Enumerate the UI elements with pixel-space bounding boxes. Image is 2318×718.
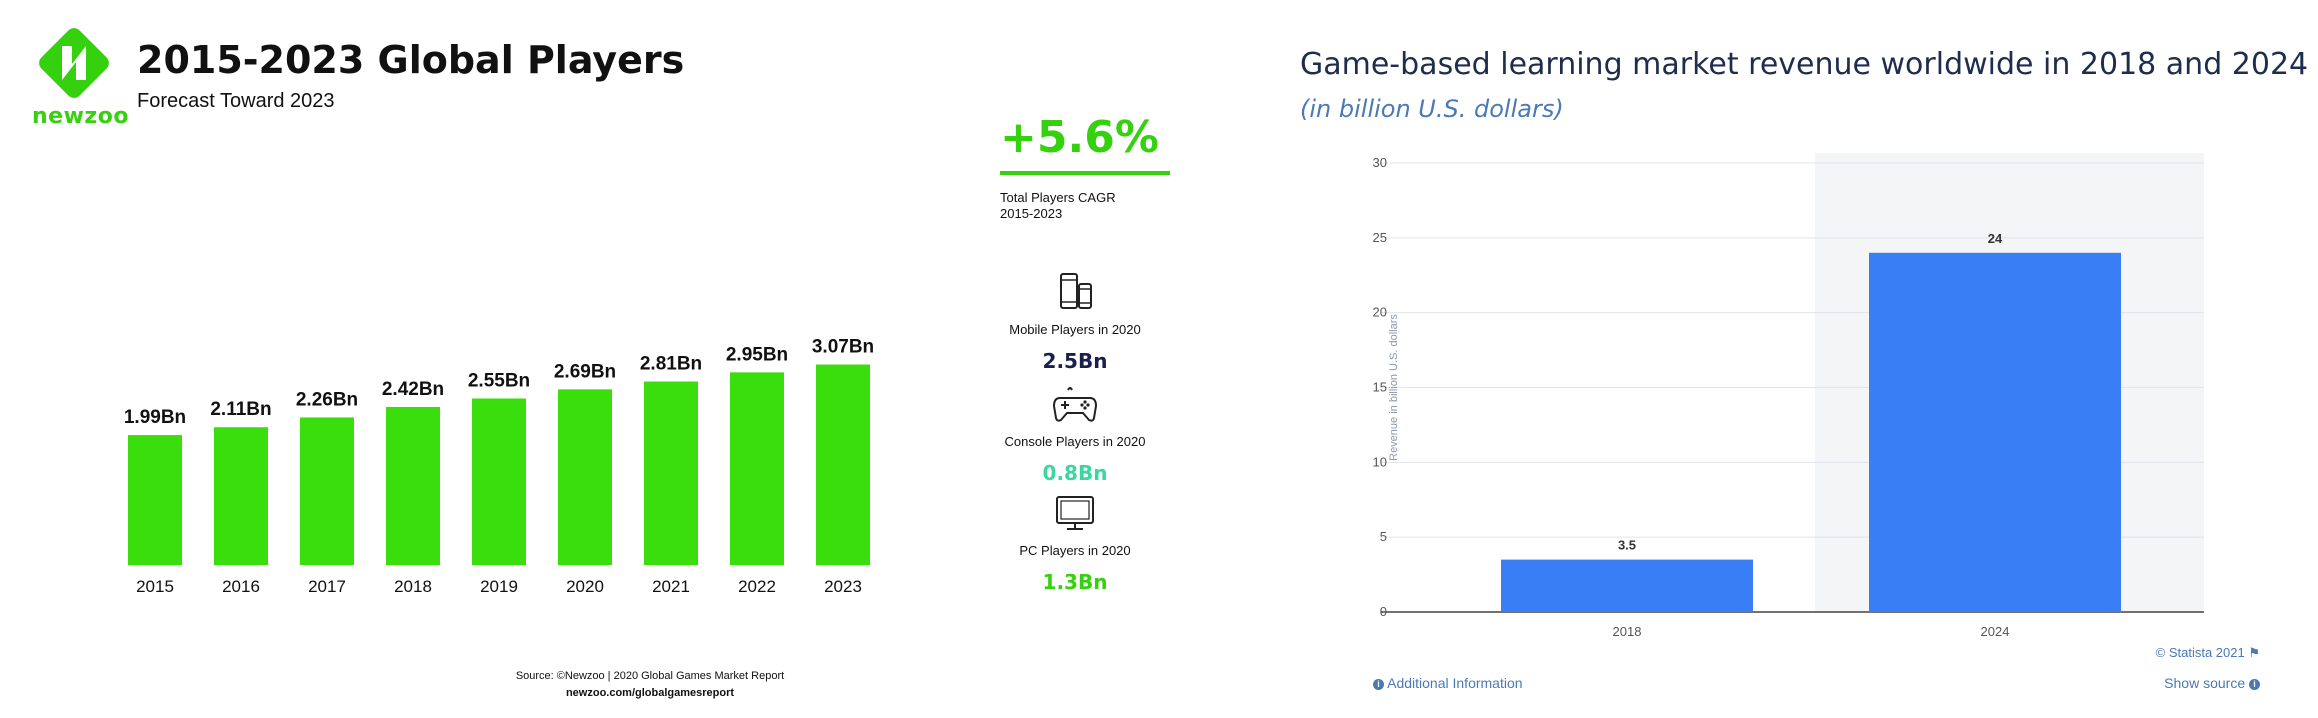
additional-information-link[interactable]: i Additional Information <box>1373 675 1523 691</box>
x-tick-label: 2024 <box>1981 624 2010 639</box>
source-url: newzoo.com/globalgamesreport <box>565 687 735 699</box>
x-tick-label: 2016 <box>222 577 260 596</box>
y-tick-label: 5 <box>1380 529 1387 544</box>
chart-subtitle: Forecast Toward 2023 <box>137 90 335 112</box>
y-tick-label: 15 <box>1373 380 1387 395</box>
cagr-label-line1: Total Players CAGR <box>1000 190 1116 205</box>
cagr-underline <box>1000 171 1170 175</box>
bar <box>816 364 870 565</box>
copyright-text: © Statista 2021 <box>2155 645 2245 660</box>
y-tick-label: 0 <box>1380 604 1387 619</box>
bar <box>730 372 784 565</box>
x-tick-label: 2019 <box>480 577 518 596</box>
console-players-stat: Console Players in 2020 0.8Bn <box>990 380 1160 485</box>
revenue-bar-chart: 0 5 10 15 20 25 30 Revenue in billion U.S. doll… <box>1373 153 2204 639</box>
gamepad-icon <box>990 380 1160 424</box>
y-axis-label: Revenue in billion U.S. dollars <box>1388 314 1400 461</box>
data-label: 2.26Bn <box>296 389 358 410</box>
cagr-label: Total Players CAGR 2015-2023 <box>1000 190 1200 222</box>
statista-panel: Game-based learning market revenue world… <box>1280 0 2318 718</box>
flag-icon: ⚑ <box>2248 645 2260 660</box>
bar <box>386 406 440 565</box>
show-source-link[interactable]: Show source i <box>2164 675 2260 691</box>
mobile-players-label: Mobile Players in 2020 <box>1009 322 1141 337</box>
bar <box>1869 252 2121 613</box>
chart-title: 2015-2023 Global Players <box>137 38 685 82</box>
additional-information-label: Additional Information <box>1387 675 1523 691</box>
newzoo-logo-text: newzoo <box>32 104 129 129</box>
mobile-players-value: 2.5Bn <box>1042 349 1108 373</box>
y-tick-label: 25 <box>1373 230 1387 245</box>
show-source-label: Show source <box>2164 675 2246 691</box>
data-label: 2.11Bn <box>210 399 271 420</box>
x-tick-label: 2015 <box>136 577 174 596</box>
newzoo-logo: newzoo <box>32 24 129 129</box>
x-tick-label: 2023 <box>824 577 862 596</box>
info-icon: i <box>2249 679 2260 690</box>
bar <box>558 389 612 565</box>
x-tick-label: 2018 <box>1613 624 1642 639</box>
y-tick-label: 30 <box>1373 155 1387 170</box>
statista-title: Game-based learning market revenue world… <box>1300 47 2309 82</box>
bar <box>214 427 268 565</box>
x-tick-label: 2022 <box>738 577 776 596</box>
bar <box>1501 559 1753 612</box>
data-label: 2.69Bn <box>554 361 616 382</box>
x-tick-label: 2020 <box>566 577 604 596</box>
source-note: Source: ©Newzoo | 2020 Global Games Mark… <box>450 668 850 702</box>
bar <box>644 381 698 565</box>
data-label: 3.5 <box>1618 538 1636 553</box>
statista-subtitle: (in billion U.S. dollars) <box>1300 95 1564 123</box>
data-label: 2.42Bn <box>382 379 444 400</box>
data-label: 2.81Bn <box>640 354 702 375</box>
data-label: 3.07Bn <box>812 337 874 358</box>
cagr-value: +5.6% <box>1000 112 1159 163</box>
data-label: 2.95Bn <box>726 344 788 365</box>
pc-players-label: PC Players in 2020 <box>1019 543 1131 558</box>
x-tick-label: 2021 <box>652 577 690 596</box>
x-tick-label: 2017 <box>308 577 346 596</box>
bar <box>472 398 526 565</box>
source-line: Source: ©Newzoo | 2020 Global Games Mark… <box>515 670 785 682</box>
statista-copyright[interactable]: © Statista 2021 ⚑ <box>2156 645 2260 661</box>
newzoo-infographic: newzoo 2015-2023 Global Players Forecast… <box>32 24 1200 702</box>
pc-players-value: 1.3Bn <box>1042 570 1108 594</box>
console-players-label: Console Players in 2020 <box>1004 434 1146 449</box>
data-label: 24 <box>1988 231 2003 246</box>
monitor-icon <box>990 489 1160 533</box>
data-label: 1.99Bn <box>124 407 186 428</box>
console-players-value: 0.8Bn <box>1042 461 1108 485</box>
data-label: 2.55Bn <box>468 370 530 391</box>
info-icon: i <box>1373 679 1384 690</box>
newzoo-logo-icon <box>39 28 109 98</box>
bar <box>300 417 354 565</box>
pc-players-stat: PC Players in 2020 1.3Bn <box>990 489 1160 594</box>
players-bar-chart: 1.99Bn 2015 2.11Bn 2016 2.26Bn 2017 2.42Bn 2018… <box>124 337 874 596</box>
y-tick-label: 20 <box>1373 305 1387 320</box>
mobile-players-stat: Mobile Players in 2020 2.5Bn <box>990 268 1160 373</box>
cagr-label-line2: 2015-2023 <box>1000 206 1063 221</box>
mobile-phones-icon <box>990 268 1160 312</box>
y-tick-label: 10 <box>1373 454 1387 469</box>
bar <box>128 435 182 565</box>
x-tick-label: 2018 <box>394 577 432 596</box>
